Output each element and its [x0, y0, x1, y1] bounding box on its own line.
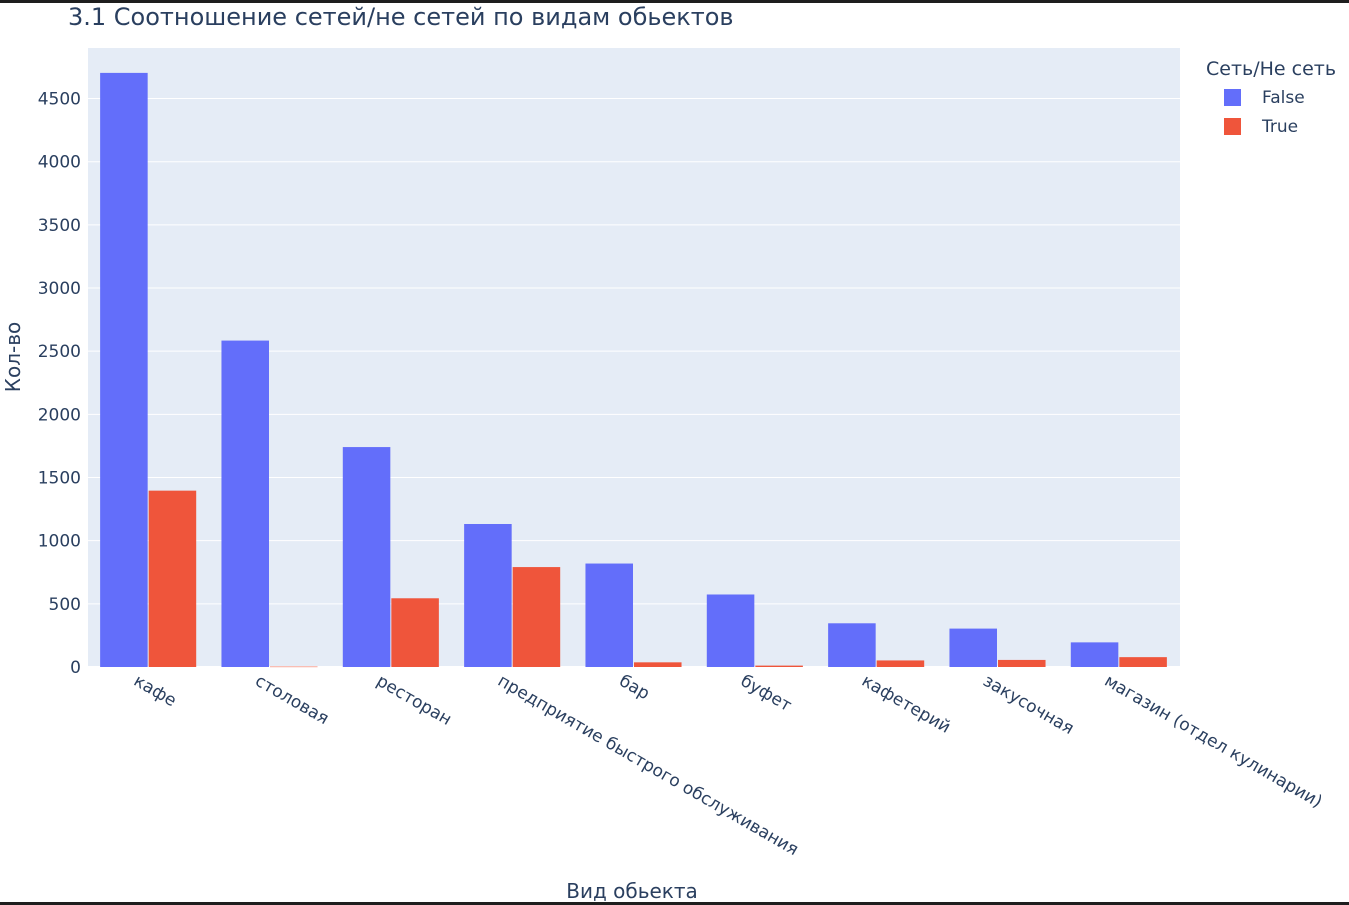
- legend-item-false[interactable]: False: [1224, 88, 1305, 108]
- x-tick-label: предприятие быстрого обслуживания: [494, 671, 802, 860]
- bar-true[interactable]: [1119, 657, 1167, 667]
- y-tick-label: 2500: [38, 342, 81, 362]
- bar-false[interactable]: [828, 623, 876, 667]
- y-axis-title: Кол-во: [1, 322, 25, 392]
- y-tick-label: 2000: [38, 405, 81, 425]
- y-tick-label: 4500: [38, 90, 81, 110]
- chart-title: 3.1 Соотношение сетей/не сетей по видам …: [68, 3, 734, 31]
- x-axis-title: Вид обьекта: [566, 879, 698, 902]
- y-tick-label: 1000: [38, 532, 81, 552]
- bar-false[interactable]: [585, 563, 633, 667]
- y-tick-label: 500: [49, 595, 81, 615]
- bar-false[interactable]: [949, 628, 997, 667]
- y-tick-label: 3500: [38, 216, 81, 236]
- legend-label: False: [1262, 88, 1305, 108]
- x-tick-label: кафетерий: [858, 671, 954, 738]
- bar-true[interactable]: [998, 659, 1046, 667]
- x-tick-label: бар: [616, 671, 653, 704]
- bar-true[interactable]: [755, 665, 803, 667]
- bar-true[interactable]: [634, 662, 682, 667]
- x-tick-label: буфет: [737, 671, 795, 716]
- bar-true[interactable]: [270, 666, 318, 668]
- window-top-border: [0, 0, 1349, 3]
- bar-false[interactable]: [342, 447, 391, 667]
- legend-title: Сеть/Не сеть: [1206, 58, 1336, 80]
- bar-true[interactable]: [512, 567, 561, 667]
- x-tick-label: кафе: [130, 671, 180, 711]
- y-tick-label: 0: [70, 658, 81, 678]
- bar-false[interactable]: [706, 594, 755, 667]
- legend-item-true[interactable]: True: [1224, 117, 1298, 137]
- bar-false[interactable]: [1070, 642, 1119, 667]
- legend-swatch: [1224, 89, 1241, 106]
- legend-items[interactable]: False True: [1224, 88, 1305, 137]
- window-bottom-border: [0, 902, 1349, 905]
- y-axis-ticks: 0 500 1000 1500 2000 2500 3000 3500 4000 4500: [38, 90, 81, 678]
- y-tick-label: 4000: [38, 153, 81, 173]
- legend-label: True: [1261, 117, 1298, 137]
- x-tick-label: закусочная: [980, 671, 1078, 739]
- x-tick-label: ресторан: [373, 671, 455, 730]
- x-axis-ticks: кафе столовая ресторан предприятие быстрого…: [130, 671, 1325, 860]
- y-tick-label: 3000: [38, 279, 81, 299]
- legend-swatch: [1224, 118, 1241, 135]
- y-tick-label: 1500: [38, 469, 81, 489]
- bar-true[interactable]: [391, 598, 439, 667]
- x-tick-label: магазин (отдел кулинарии): [1101, 671, 1326, 812]
- legend[interactable]: Сеть/Не сеть False True: [1206, 58, 1336, 137]
- bar-true[interactable]: [148, 490, 197, 667]
- bar-true[interactable]: [876, 660, 925, 667]
- bars: [100, 72, 1167, 668]
- bar-false[interactable]: [221, 340, 269, 667]
- bar-false[interactable]: [100, 72, 148, 667]
- x-tick-label: столовая: [252, 671, 333, 729]
- bar-false[interactable]: [464, 523, 512, 667]
- plot-area: [88, 48, 1180, 667]
